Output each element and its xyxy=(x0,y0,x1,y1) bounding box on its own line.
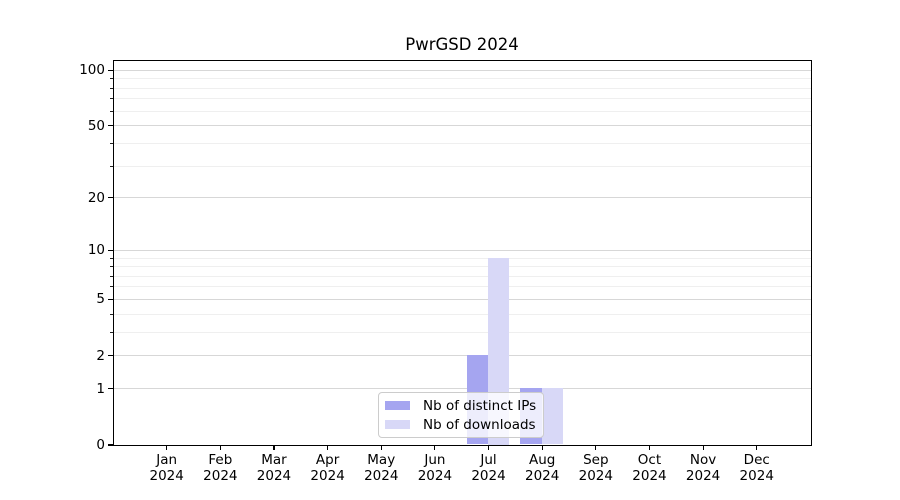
y-tick-1 xyxy=(108,388,113,390)
x-tick-label-jun: Jun 2024 xyxy=(417,452,453,484)
gridline-minor xyxy=(113,98,811,100)
x-tick-sep xyxy=(595,445,597,450)
y-tick-label-10: 10 xyxy=(87,242,105,259)
y-minortick-3 xyxy=(110,331,113,333)
gridline-minor xyxy=(113,313,811,315)
y-tick-label-2: 2 xyxy=(96,347,105,364)
gridline-major xyxy=(113,69,811,71)
x-tick-aug xyxy=(541,445,543,450)
x-tick-dec xyxy=(756,445,758,450)
legend-item-distinct-ips: Nb of distinct IPs xyxy=(385,396,537,415)
y-tick-label-50: 50 xyxy=(87,117,105,134)
x-tick-label-apr: Apr 2024 xyxy=(310,452,345,484)
chart-title: PwrGSD 2024 xyxy=(405,35,519,54)
y-tick-5 xyxy=(108,298,113,301)
gridline-minor xyxy=(113,142,811,144)
x-tick-may xyxy=(380,445,382,450)
y-minortick-4 xyxy=(110,313,113,315)
x-tick-label-oct: Oct 2024 xyxy=(632,452,667,484)
legend-item-downloads: Nb of downloads xyxy=(385,415,537,434)
gridline-major xyxy=(113,249,811,251)
y-tick-label-0: 0 xyxy=(96,437,105,453)
y-minortick-7 xyxy=(110,275,113,277)
x-tick-feb xyxy=(219,445,221,450)
bar-aug-s1 xyxy=(541,388,564,445)
x-tick-label-aug: Aug 2024 xyxy=(524,452,560,484)
legend-label-downloads: Nb of downloads xyxy=(423,416,536,433)
legend-swatch-downloads-icon xyxy=(385,420,410,429)
x-tick-jun xyxy=(434,445,436,450)
legend-label-distinct-ips: Nb of distinct IPs xyxy=(423,397,537,414)
y-minortick-30 xyxy=(110,165,113,167)
x-tick-label-may: May 2024 xyxy=(364,452,399,484)
y-minortick-40 xyxy=(110,142,113,144)
y-tick-2 xyxy=(108,355,113,357)
y-minortick-8 xyxy=(110,266,113,268)
legend: Nb of distinct IPs Nb of downloads xyxy=(378,392,544,438)
y-tick-100 xyxy=(108,69,113,71)
x-tick-jul xyxy=(487,445,490,450)
gridline-minor xyxy=(113,286,811,288)
x-tick-label-jan: Jan 2024 xyxy=(149,452,184,484)
x-tick-nov xyxy=(702,445,704,450)
y-tick-label-1: 1 xyxy=(96,380,105,397)
x-tick-label-nov: Nov 2024 xyxy=(685,452,721,484)
x-tick-label-mar: Mar 2024 xyxy=(256,452,292,484)
y-minortick-6 xyxy=(110,286,113,288)
x-tick-label-sep: Sep 2024 xyxy=(578,452,613,484)
y-tick-20 xyxy=(108,197,113,199)
y-minortick-60 xyxy=(110,110,113,112)
y-tick-label-5: 5 xyxy=(96,291,105,308)
y-tick-10 xyxy=(108,249,113,251)
y-tick-label-20: 20 xyxy=(87,189,105,206)
gridline-major xyxy=(113,355,811,357)
gridline-minor xyxy=(113,110,811,112)
gridline-major xyxy=(113,388,811,390)
y-minortick-80 xyxy=(110,87,113,89)
y-tick-label-100: 100 xyxy=(79,62,105,79)
x-tick-mar xyxy=(273,445,275,450)
gridline-major xyxy=(113,125,811,127)
y-minortick-70 xyxy=(110,98,113,100)
y-minortick-90 xyxy=(110,78,113,80)
x-tick-apr xyxy=(327,445,329,450)
x-tick-jan xyxy=(166,445,168,450)
gridline-minor xyxy=(113,275,811,277)
gridline-minor xyxy=(113,257,811,259)
gridline-minor xyxy=(113,78,811,80)
gridline-minor xyxy=(113,331,811,333)
gridline-major xyxy=(113,197,811,199)
y-minortick-9 xyxy=(110,257,113,259)
gridline-minor xyxy=(113,266,811,268)
x-tick-label-feb: Feb 2024 xyxy=(203,452,238,484)
plot-area xyxy=(112,59,812,446)
x-tick-label-jul: Jul 2024 xyxy=(471,452,506,484)
gridline-minor xyxy=(113,87,811,89)
x-tick-label-dec: Dec 2024 xyxy=(739,452,774,484)
gridline-major xyxy=(113,298,811,300)
x-tick-oct xyxy=(648,445,651,450)
y-tick-0 xyxy=(108,444,113,446)
gridline-minor xyxy=(113,165,811,167)
y-tick-50 xyxy=(108,125,113,127)
legend-swatch-distinct-ips-icon xyxy=(385,401,410,410)
